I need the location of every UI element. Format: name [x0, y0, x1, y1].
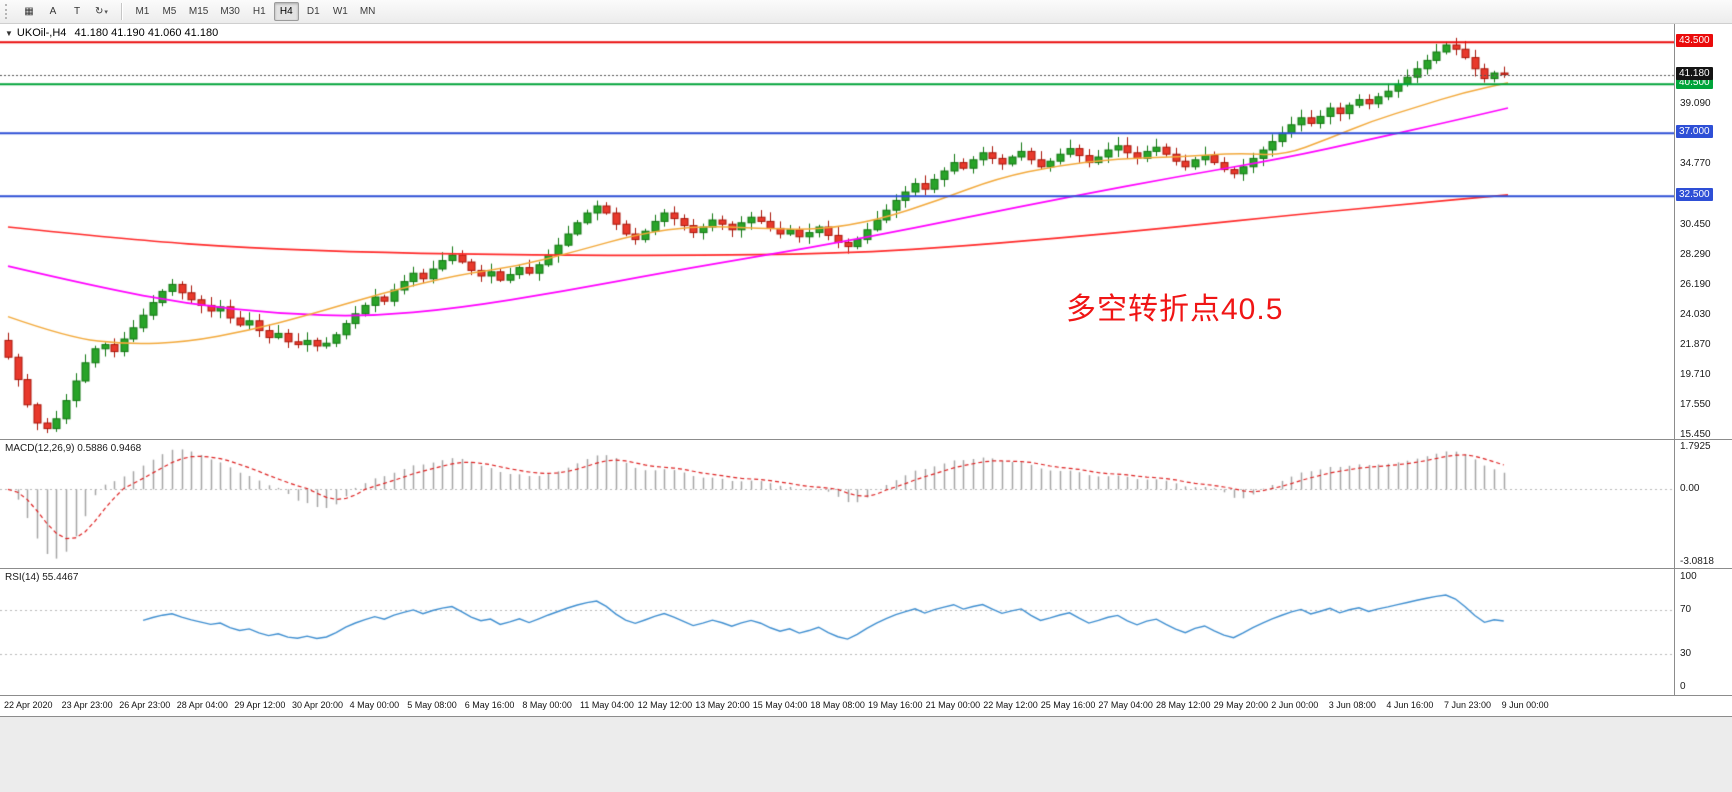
macd-pane: 1.7925 0.00 -3.0818 MACD(12,26,9) 0.5886 0…	[0, 440, 1732, 569]
toolbar-separator	[120, 3, 122, 20]
symbol-period-label: UKOil-,H4	[16, 27, 67, 39]
chart-annotation[interactable]: 多空转折点40.5	[1066, 293, 1284, 326]
price-level-tag: 43.500	[1676, 34, 1713, 47]
ohlc-values: 41.180 41.190 41.060 41.180	[74, 27, 219, 39]
axis-divider	[1674, 440, 1675, 568]
chart-area: 39.090 34.770 30.450 28.290 26.190 24.030 21.8…	[0, 24, 1732, 792]
rsi-pane: 100 70 30 0 RSI(14) 55.4467	[0, 569, 1732, 696]
time-label: 6 May 16:00	[464, 700, 515, 710]
price-level-tag: 37.000	[1676, 125, 1713, 138]
rsi-tick: 0	[1680, 681, 1686, 692]
time-label: 22 Apr 2020	[4, 700, 53, 710]
time-label: 5 May 08:00	[407, 700, 457, 710]
refresh-icon: ↻	[95, 6, 104, 17]
time-label: 29 May 20:00	[1213, 700, 1269, 710]
time-label: 26 Apr 23:00	[119, 700, 171, 710]
bottom-panel	[0, 717, 1732, 792]
macd-tick: -3.0818	[1680, 556, 1714, 567]
timeframe-m30[interactable]: M30	[215, 2, 244, 21]
timeframe-mn[interactable]: MN	[355, 2, 381, 21]
time-axis[interactable]: 22 Apr 2020 23 Apr 23:00 26 Apr 23:00 28 Ap…	[0, 696, 1732, 717]
price-tick: 26.190	[1680, 279, 1711, 290]
time-label: 28 May 12:00	[1156, 700, 1211, 710]
timeframe-h4[interactable]: H4	[273, 2, 299, 21]
price-tick: 19.710	[1680, 369, 1711, 380]
time-label: 7 Jun 23:00	[1444, 700, 1492, 710]
annotate-a-button[interactable]: A	[42, 2, 64, 21]
time-label: 2 Jun 00:00	[1271, 700, 1319, 710]
time-label: 30 Apr 20:00	[292, 700, 344, 710]
axis-divider	[1674, 24, 1675, 439]
time-label: 25 May 16:00	[1040, 700, 1096, 710]
price-tick: 28.290	[1680, 249, 1711, 260]
indicators-dropdown[interactable]: ↻ ▾	[90, 2, 113, 21]
timeframe-d1[interactable]: D1	[301, 2, 326, 21]
price-level-tag: 32.500	[1676, 188, 1713, 201]
time-label: 11 May 04:00	[580, 700, 634, 710]
price-tick: 30.450	[1680, 219, 1711, 230]
axis-divider	[1674, 569, 1675, 695]
macd-tick: 1.7925	[1680, 441, 1711, 452]
timeframe-h1[interactable]: H1	[247, 2, 272, 21]
timeframe-m15[interactable]: M15	[184, 2, 213, 21]
timeframe-m5[interactable]: M5	[157, 2, 182, 21]
price-tick: 39.090	[1680, 98, 1711, 109]
time-label: 3 Jun 08:00	[1328, 700, 1376, 710]
toolbar-grip[interactable]	[5, 4, 11, 19]
rsi-label: RSI(14) 55.4467	[5, 572, 79, 583]
time-label: 29 Apr 12:00	[234, 700, 286, 710]
time-label: 22 May 12:00	[983, 700, 1038, 710]
chart-glyph-icon: ▦	[24, 6, 34, 17]
macd-axis[interactable]: 1.7925 0.00 -3.0818	[1675, 440, 1732, 568]
price-tick: 15.450	[1680, 429, 1711, 440]
current-price-tag: 41.180	[1676, 67, 1713, 80]
price-tick: 24.030	[1680, 309, 1711, 320]
price-pane: 39.090 34.770 30.450 28.290 26.190 24.030 21.8…	[0, 24, 1732, 440]
time-label: 4 May 00:00	[349, 700, 400, 710]
price-tick: 21.870	[1680, 339, 1711, 350]
time-label: 18 May 08:00	[810, 700, 865, 710]
price-tick: 17.550	[1680, 399, 1711, 410]
timeframe-m1[interactable]: M1	[130, 2, 155, 21]
time-label: 13 May 20:00	[695, 700, 750, 710]
time-label: 4 Jun 16:00	[1386, 700, 1434, 710]
time-label: 28 Apr 04:00	[176, 700, 228, 710]
rsi-tick: 100	[1680, 571, 1697, 582]
price-tick: 34.770	[1680, 158, 1711, 169]
time-label: 23 Apr 23:00	[61, 700, 113, 710]
time-label: 9 Jun 00:00	[1501, 700, 1549, 710]
price-axis[interactable]: 39.090 34.770 30.450 28.290 26.190 24.030 21.8…	[1675, 24, 1732, 440]
price-chart-canvas[interactable]	[0, 24, 1674, 439]
rsi-canvas[interactable]	[0, 569, 1674, 695]
macd-tick: 0.00	[1680, 483, 1700, 494]
time-label: 8 May 00:00	[522, 700, 572, 710]
time-label: 27 May 04:00	[1098, 700, 1153, 710]
chevron-down-icon: ▾	[104, 8, 108, 16]
timeframe-w1[interactable]: W1	[328, 2, 353, 21]
time-label: 15 May 04:00	[752, 700, 808, 710]
toolbar: ▦ A T ↻ ▾ M1 M5 M15 M30 H1 H4 D1 W1 MN	[0, 0, 1732, 24]
time-label: 21 May 00:00	[925, 700, 981, 710]
rsi-axis[interactable]: 100 70 30 0	[1675, 569, 1732, 695]
time-label: 19 May 16:00	[868, 700, 923, 710]
rsi-tick: 70	[1680, 604, 1692, 615]
macd-canvas[interactable]	[0, 440, 1674, 568]
rsi-tick: 30	[1680, 648, 1692, 659]
time-label: 12 May 12:00	[637, 700, 693, 710]
chart-title: ▼ UKOil-,H4 41.180 41.190 41.060 41.180	[5, 27, 218, 39]
symbol-dropdown-icon[interactable]: ▼	[5, 28, 13, 38]
text-label-button[interactable]: T	[66, 2, 88, 21]
macd-label: MACD(12,26,9) 0.5886 0.9468	[5, 443, 142, 454]
chart-window-icon[interactable]: ▦	[18, 2, 40, 21]
